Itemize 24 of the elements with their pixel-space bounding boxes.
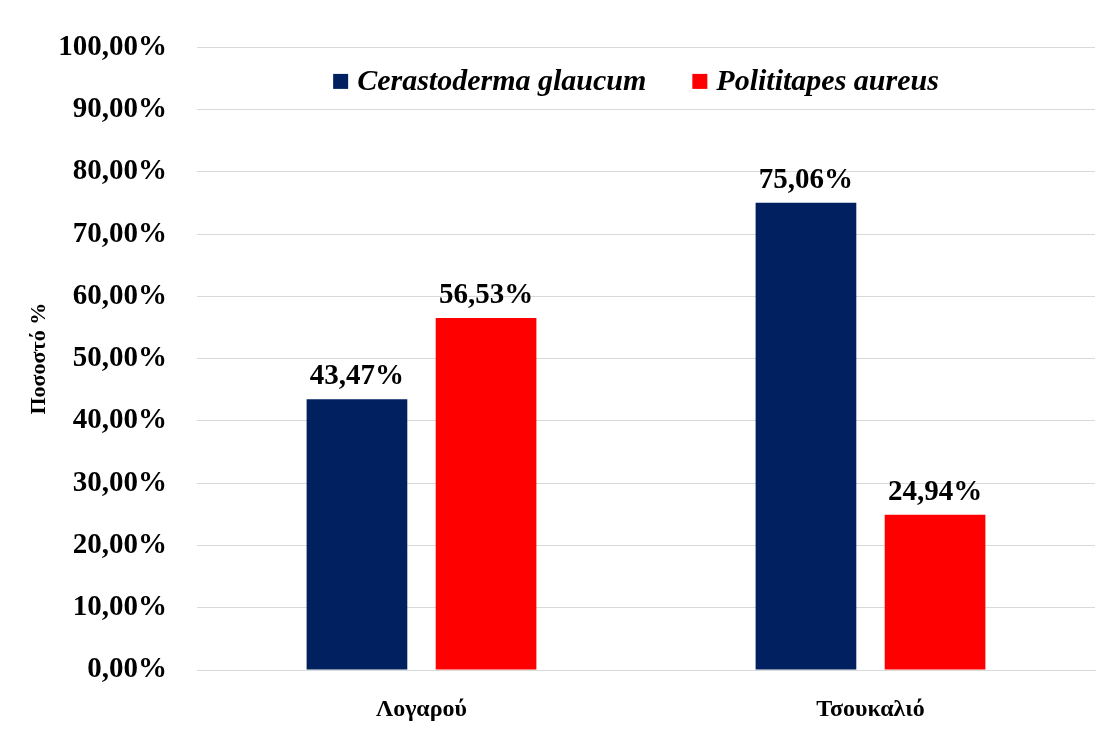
legend-label: Cerastoderma glaucum bbox=[357, 63, 647, 97]
x-tick-label: Λογαρού bbox=[375, 694, 468, 721]
y-tick-label: 30,00% bbox=[72, 464, 167, 497]
data-label: 75,06% bbox=[758, 161, 854, 194]
x-tick-label: Τσουκαλιό bbox=[816, 694, 925, 721]
y-tick-label: 60,00% bbox=[72, 277, 167, 310]
y-axis-title: Ποσοστό % bbox=[24, 302, 50, 415]
y-tick-label: 50,00% bbox=[72, 340, 167, 373]
y-tick-label: 0,00% bbox=[87, 651, 167, 684]
y-tick-label: 10,00% bbox=[72, 589, 167, 622]
y-tick-label: 20,00% bbox=[72, 526, 167, 559]
y-tick-label: 90,00% bbox=[72, 91, 167, 124]
bar bbox=[435, 318, 537, 670]
y-tick-label: 70,00% bbox=[72, 215, 167, 248]
bar bbox=[755, 202, 857, 670]
bar bbox=[884, 514, 986, 670]
legend-label: Polititapes aureus bbox=[715, 63, 939, 97]
bar bbox=[306, 399, 408, 670]
y-tick-label: 100,00% bbox=[58, 28, 167, 61]
y-tick-label: 40,00% bbox=[72, 402, 167, 435]
data-label: 24,94% bbox=[887, 473, 983, 506]
data-label: 43,47% bbox=[309, 358, 405, 391]
data-label: 56,53% bbox=[438, 277, 534, 310]
y-tick-label: 80,00% bbox=[72, 153, 167, 186]
